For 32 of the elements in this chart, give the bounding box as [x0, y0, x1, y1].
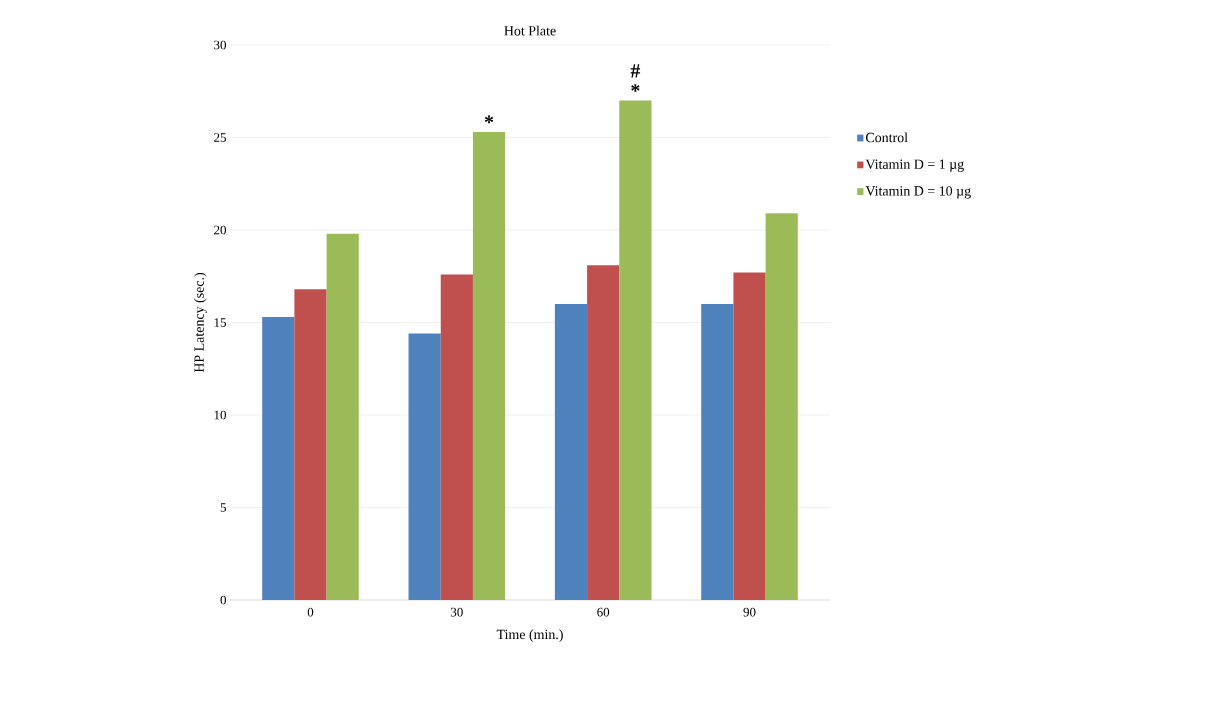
bar: [587, 265, 620, 600]
bar: [619, 100, 652, 600]
bar: [733, 272, 766, 600]
bar: [408, 333, 441, 600]
annotation: *: [631, 84, 640, 92]
y-tick-label: 20: [214, 225, 226, 235]
y-tick-label: 15: [214, 318, 226, 327]
x-axis-title: Time (min.): [496, 629, 563, 642]
bar: [326, 233, 359, 600]
legend-label: Vitamin D = 1 µg: [865, 159, 964, 172]
y-axis-title: HP Latency (sec.): [193, 272, 207, 373]
bar: [440, 274, 473, 600]
bar: [701, 304, 734, 600]
annotation: *: [484, 115, 494, 124]
bar: [554, 304, 588, 600]
y-tick-label: 25: [214, 133, 226, 142]
legend-label: Control: [866, 132, 908, 143]
x-tick-label: 30: [450, 607, 463, 617]
y-tick-label: 30: [214, 40, 226, 50]
x-tick-label: 60: [597, 607, 610, 617]
legend-label: Vitamin D = 10 µg: [865, 186, 971, 199]
y-tick-label: 5: [220, 503, 226, 512]
x-tick-label: 90: [743, 607, 756, 617]
x-tick-label: 0: [307, 607, 314, 617]
bar: [294, 289, 327, 600]
y-tick-label: 10: [214, 410, 226, 420]
bar: [765, 213, 798, 600]
chart-title: Hot Plate: [504, 25, 556, 36]
y-tick-label: 0: [220, 595, 226, 605]
annotation: #: [630, 64, 641, 78]
bar: [262, 316, 295, 600]
bar: [472, 131, 506, 600]
